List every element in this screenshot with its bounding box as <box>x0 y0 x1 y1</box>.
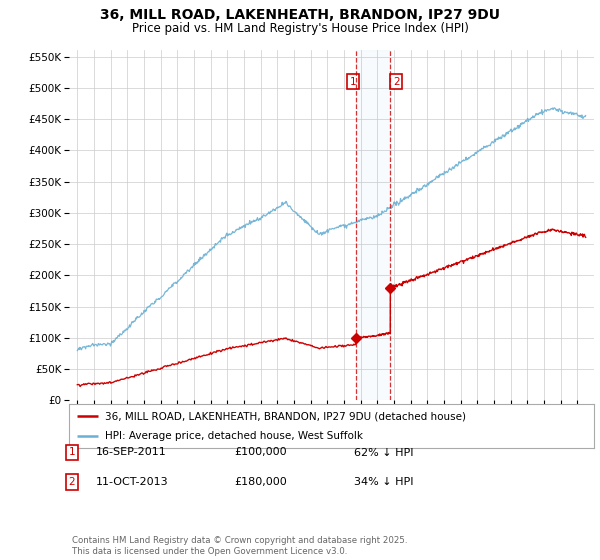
Text: 1: 1 <box>350 77 356 87</box>
Text: 62% ↓ HPI: 62% ↓ HPI <box>354 447 413 458</box>
Text: HPI: Average price, detached house, West Suffolk: HPI: Average price, detached house, West… <box>105 431 362 441</box>
Text: £100,000: £100,000 <box>234 447 287 458</box>
Text: £180,000: £180,000 <box>234 477 287 487</box>
Text: Contains HM Land Registry data © Crown copyright and database right 2025.
This d: Contains HM Land Registry data © Crown c… <box>72 536 407 556</box>
Text: 2: 2 <box>393 77 400 87</box>
Text: 1: 1 <box>68 447 76 458</box>
Text: 2: 2 <box>68 477 76 487</box>
Text: 36, MILL ROAD, LAKENHEATH, BRANDON, IP27 9DU (detached house): 36, MILL ROAD, LAKENHEATH, BRANDON, IP27… <box>105 411 466 421</box>
Text: 34% ↓ HPI: 34% ↓ HPI <box>354 477 413 487</box>
Text: 11-OCT-2013: 11-OCT-2013 <box>96 477 169 487</box>
Text: Price paid vs. HM Land Registry's House Price Index (HPI): Price paid vs. HM Land Registry's House … <box>131 22 469 35</box>
Text: 36, MILL ROAD, LAKENHEATH, BRANDON, IP27 9DU: 36, MILL ROAD, LAKENHEATH, BRANDON, IP27… <box>100 8 500 22</box>
Bar <box>356 50 391 400</box>
Text: 16-SEP-2011: 16-SEP-2011 <box>96 447 167 458</box>
